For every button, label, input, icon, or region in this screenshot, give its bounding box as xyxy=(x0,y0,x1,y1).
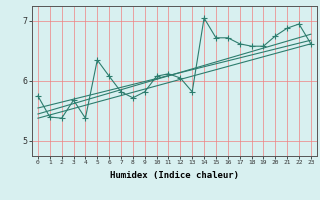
X-axis label: Humidex (Indice chaleur): Humidex (Indice chaleur) xyxy=(110,171,239,180)
